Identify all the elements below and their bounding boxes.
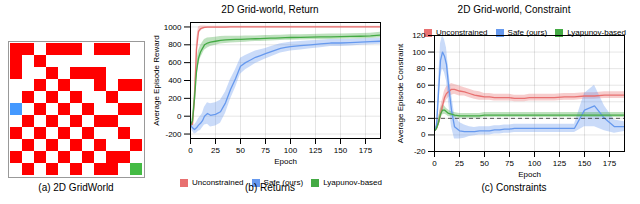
html-text:(a) 2D GridWorld: (a) 2D GridWorld [38,182,114,193]
svg-text:600: 600 [168,58,182,67]
html-text:2D Grid-world, Return: 2D Grid-world, Return [221,4,319,15]
svg-text:800: 800 [168,40,182,49]
svg-text:100: 100 [528,159,542,168]
svg-text:50: 50 [480,159,489,168]
svg-text:0: 0 [188,146,193,155]
html-text:Lyapunov-based: Lyapunov-based [567,28,626,37]
svg-text:100: 100 [412,48,426,57]
svg-text:125: 125 [553,159,567,168]
svg-text:150: 150 [334,146,348,155]
svg-text:-20: -20 [414,147,426,156]
svg-text:Average Episode Reward: Average Episode Reward [152,35,161,126]
svg-text:175: 175 [359,146,373,155]
svg-text:Epoch: Epoch [274,157,297,166]
svg-text:125: 125 [309,146,323,155]
html-text:Unconstrained: Unconstrained [192,178,244,187]
svg-text:0: 0 [432,159,437,168]
svg-text:75: 75 [505,159,514,168]
svg-text:400: 400 [168,76,182,85]
svg-text:200: 200 [168,94,182,103]
svg-text:120: 120 [412,31,426,40]
html-text:(c) Constraints: (c) Constraints [481,182,547,193]
svg-text:0: 0 [421,130,426,139]
svg-text:20: 20 [417,114,426,123]
svg-text:0: 0 [177,112,182,121]
svg-text:80: 80 [417,64,426,73]
svg-text:Average Episode Constraint: Average Episode Constraint [396,43,405,143]
html-text:Safe (ours): Safe (ours) [507,28,548,37]
svg-text:25: 25 [455,159,464,168]
html-text:Safe (ours): Safe (ours) [263,178,304,187]
svg-text:Epoch: Epoch [518,170,541,179]
html-text:Unconstrained: Unconstrained [436,28,488,37]
svg-text:150: 150 [578,159,592,168]
svg-text:40: 40 [417,97,426,106]
svg-text:75: 75 [261,146,270,155]
svg-text:175: 175 [603,159,617,168]
svg-text:-200: -200 [165,130,182,139]
html-text:(b) Returns: (b) Returns [245,182,295,193]
svg-text:50: 50 [236,146,245,155]
svg-text:1000: 1000 [164,23,182,32]
html-text:Lyapunov-based: Lyapunov-based [323,178,382,187]
svg-text:60: 60 [417,81,426,90]
svg-text:25: 25 [211,146,220,155]
svg-text:100: 100 [284,146,298,155]
html-text:2D Grid-world, Constraint: 2D Grid-world, Constraint [457,4,571,15]
